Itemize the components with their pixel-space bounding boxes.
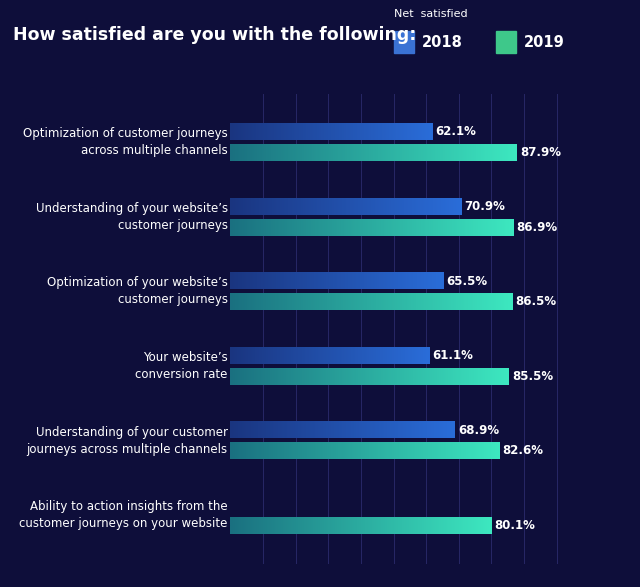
Text: Your website’s
conversion rate: Your website’s conversion rate [136, 351, 228, 381]
Text: How satisfied are you with the following:: How satisfied are you with the following… [13, 26, 416, 45]
Text: Net  satisfied: Net satisfied [394, 9, 467, 19]
Text: Ability to action insights from the
customer journeys on your website: Ability to action insights from the cust… [19, 500, 228, 530]
Text: 65.5%: 65.5% [447, 275, 488, 288]
Text: 86.9%: 86.9% [516, 221, 557, 234]
Text: 62.1%: 62.1% [436, 126, 477, 139]
Text: Understanding of your website’s
customer journeys: Understanding of your website’s customer… [36, 202, 228, 232]
Text: 2019: 2019 [524, 35, 565, 50]
Text: 85.5%: 85.5% [512, 370, 553, 383]
Text: 80.1%: 80.1% [494, 519, 535, 532]
Text: 2018: 2018 [422, 35, 463, 50]
Text: Understanding of your customer
journeys across multiple channels: Understanding of your customer journeys … [27, 426, 228, 456]
FancyBboxPatch shape [394, 31, 414, 53]
Text: 86.5%: 86.5% [515, 295, 556, 308]
FancyBboxPatch shape [496, 31, 516, 53]
Text: 87.9%: 87.9% [520, 146, 561, 159]
Text: 70.9%: 70.9% [465, 200, 505, 213]
Text: 68.9%: 68.9% [458, 424, 499, 437]
Text: Optimization of customer journeys
across multiple channels: Optimization of customer journeys across… [23, 127, 228, 157]
Text: 82.6%: 82.6% [502, 444, 543, 457]
Text: Optimization of your website’s
customer journeys: Optimization of your website’s customer … [47, 276, 228, 306]
Text: 61.1%: 61.1% [433, 349, 473, 362]
